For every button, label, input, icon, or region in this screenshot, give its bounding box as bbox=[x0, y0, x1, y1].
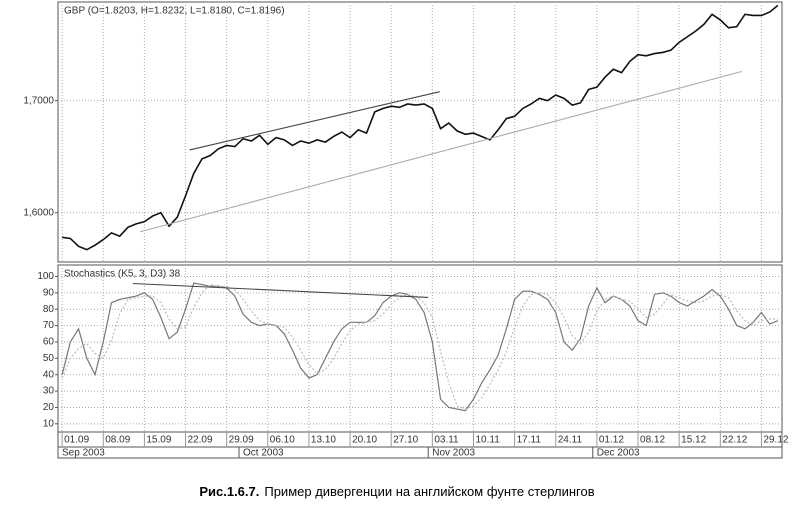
x-tick-label: 27.10 bbox=[393, 435, 418, 446]
y-tick-label: 70 bbox=[43, 320, 55, 331]
x-tick-label: 29.09 bbox=[229, 435, 254, 446]
x-tick-label: 15.09 bbox=[146, 435, 171, 446]
y-tick-label: 40 bbox=[43, 369, 55, 380]
x-tick-label: 29.12 bbox=[763, 435, 788, 446]
series-line bbox=[61, 283, 778, 410]
x-tick-label: 06.10 bbox=[270, 435, 295, 446]
trend-line bbox=[132, 282, 429, 298]
caption: Рис.1.6.7. Пример дивергенции на английск… bbox=[199, 484, 594, 499]
figure-number: Рис.1.6.7. bbox=[199, 484, 259, 499]
x-tick-label: 17.11 bbox=[517, 435, 542, 446]
series-line bbox=[62, 4, 779, 251]
x-tick-label: 22.09 bbox=[188, 435, 213, 446]
y-tick-label: 10 bbox=[43, 418, 55, 429]
x-tick-label: 01.12 bbox=[599, 435, 624, 446]
x-tick-label: 08.12 bbox=[640, 435, 665, 446]
y-tick-label: 50 bbox=[43, 353, 55, 364]
x-tick-label: 08.09 bbox=[105, 435, 130, 446]
panel-title: Stochastics (K5, 3, D3) 38 bbox=[64, 269, 181, 280]
y-tick-label: 90 bbox=[43, 287, 55, 298]
x-tick-label: 13.10 bbox=[311, 435, 336, 446]
y-tick-label: 80 bbox=[43, 304, 55, 315]
series-line bbox=[61, 282, 779, 412]
y-tick-label: 1,7000 bbox=[23, 95, 54, 106]
x-tick-label: 01.09 bbox=[64, 435, 89, 446]
x-tick-label: 15.12 bbox=[681, 435, 706, 446]
date-axis bbox=[57, 431, 783, 459]
month-label: Sep 2003 bbox=[62, 448, 105, 459]
month-label: Oct 2003 bbox=[243, 448, 284, 459]
month-label: Nov 2003 bbox=[432, 448, 475, 459]
x-tick-label: 24.11 bbox=[558, 435, 583, 446]
x-tick-label: 10.11 bbox=[475, 435, 500, 446]
x-tick-label: 20.10 bbox=[352, 435, 377, 446]
y-tick-label: 100 bbox=[37, 271, 54, 282]
caption-text: Пример дивергенции на английском фунте с… bbox=[264, 484, 594, 499]
x-tick-label: 22.12 bbox=[722, 435, 747, 446]
month-label: Dec 2003 bbox=[597, 448, 640, 459]
x-tick-label: 03.11 bbox=[434, 435, 459, 446]
y-tick-label: 20 bbox=[43, 402, 55, 413]
panel-title: GBP (O=1.8203, H=1.8232, L=1.8180, C=1.8… bbox=[64, 6, 285, 17]
trend-line bbox=[189, 91, 440, 151]
y-tick-label: 60 bbox=[43, 337, 55, 348]
y-tick-label: 30 bbox=[43, 386, 55, 397]
trend-line bbox=[140, 70, 742, 233]
y-tick-label: 1,6000 bbox=[23, 207, 54, 218]
panel bbox=[57, 1, 783, 263]
